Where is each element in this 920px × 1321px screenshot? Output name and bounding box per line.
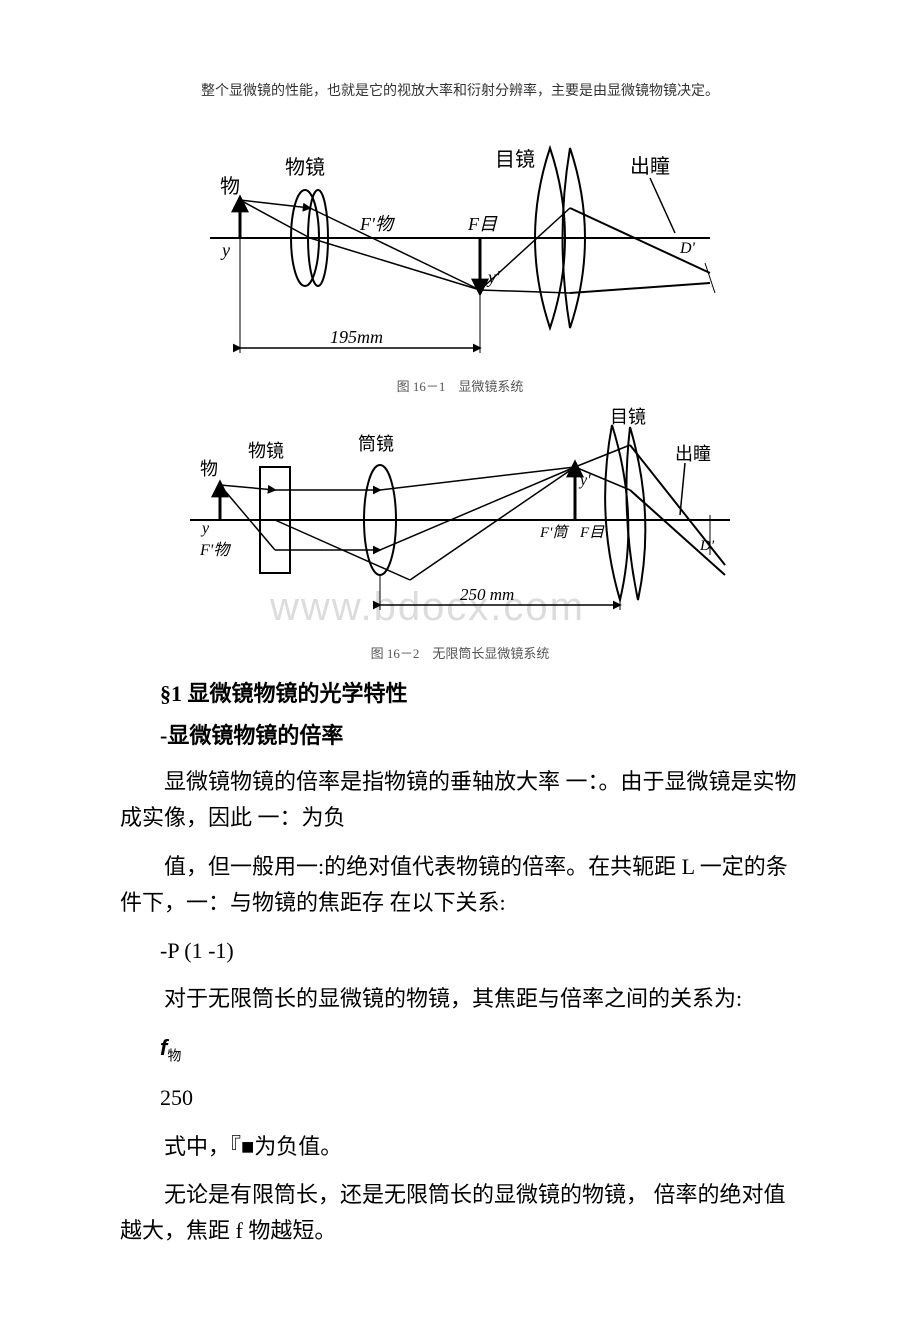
paragraph-1: 显微镜物镜的倍率是指物镜的垂轴放大率 一：。由于显微镜是实物成实像，因此 一：为… <box>120 764 800 837</box>
label-objective: 物镜 <box>285 156 325 179</box>
fig1-caption: 图 16－1 显微镜系统 <box>120 376 800 395</box>
label2-dprime: D' <box>699 538 715 554</box>
label2-feye: F目 <box>579 525 605 541</box>
label-y: y <box>220 240 230 260</box>
section-heading: §1 显微镜物镜的光学特性 <box>160 676 800 708</box>
figure-16-2: 物 y F'物 物镜 筒镜 y' F'筒 F目 目镜 <box>120 405 800 635</box>
eq-f-sub: 物 <box>167 1049 181 1064</box>
paragraph-5: 无论是有限筒长，还是无限筒长的显微镜的物镜， 倍率的绝对值越大，焦距 f 物越短… <box>120 1177 800 1250</box>
label2-eyepiece: 目镜 <box>610 407 646 427</box>
label-exitpupil: 出瞳 <box>630 155 670 178</box>
label-object: 物 <box>220 175 240 198</box>
label2-yprime: y' <box>578 472 591 489</box>
paragraph-3: 对于无限筒长的显微镜的物镜，其焦距与倍率之间的关系为: <box>120 981 800 1017</box>
label2-tubelens: 筒镜 <box>358 434 394 454</box>
label2-y: y <box>200 520 210 537</box>
label-eyepiece: 目镜 <box>495 148 535 171</box>
equation-1: -P (1 -1) <box>160 933 800 969</box>
label2-fobj: F'物 <box>199 541 231 559</box>
label-feye: F目 <box>467 214 498 234</box>
label2-exitpupil: 出瞳 <box>675 444 711 464</box>
equation-2b: 250 <box>160 1080 800 1116</box>
label2-ftube: F'筒 <box>539 524 569 541</box>
equation-2a: f物 <box>160 1030 800 1068</box>
paragraph-4: 式中，『■为负值。 <box>120 1129 800 1165</box>
diagram-16-1: 物 y 物镜 F'物 F目 y' 目镜 <box>200 118 720 368</box>
label-dprime: D' <box>679 240 696 257</box>
label2-object: 物 <box>200 459 218 479</box>
diagram-16-2: 物 y F'物 物镜 筒镜 y' F'筒 F目 目镜 <box>180 405 740 635</box>
fig2-caption: 图 16－2 无限筒长显微镜系统 <box>120 643 800 662</box>
figure-16-1: 物 y 物镜 F'物 F目 y' 目镜 <box>120 118 800 368</box>
label2-250mm: 250 mm <box>460 585 514 604</box>
label-195mm: 195mm <box>330 327 383 347</box>
section-subheading: -显微镜物镜的倍率 <box>160 718 800 750</box>
top-caption: 整个显微镜的性能，也就是它的视放大率和衍射分辨率，主要是由显微镜物镜决定。 <box>120 80 800 100</box>
paragraph-2: 值，但一般用一:的绝对值代表物镜的倍率。在共轭距 L 一定的条件下，一：与物镜的… <box>120 849 800 922</box>
label2-objective: 物镜 <box>248 441 284 461</box>
label-fobj: F'物 <box>359 214 396 234</box>
document-page: 整个显微镜的性能，也就是它的视放大率和衍射分辨率，主要是由显微镜物镜决定。 物 … <box>0 0 920 1321</box>
